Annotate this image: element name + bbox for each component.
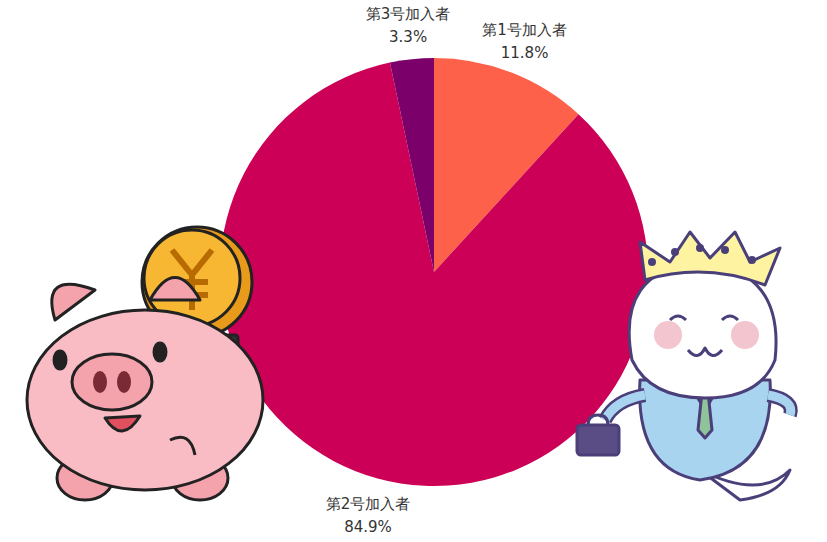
nostril (93, 371, 107, 393)
crown-dot (648, 258, 656, 266)
crown-dot (671, 248, 679, 256)
mascot (577, 232, 791, 500)
snout (72, 354, 152, 410)
cheek (654, 321, 682, 349)
crown-dot (748, 256, 756, 264)
cheek (731, 321, 759, 349)
eye (670, 316, 686, 320)
eye (154, 343, 166, 361)
mouth (688, 348, 722, 356)
arm-outline (605, 395, 645, 420)
pie (220, 58, 648, 486)
arm (170, 437, 195, 455)
eye (54, 351, 66, 369)
crown-dot (721, 246, 729, 254)
crown-dot (696, 244, 704, 252)
briefcase (577, 425, 619, 455)
mouth (105, 416, 140, 431)
ear (52, 284, 95, 320)
pie-slice (390, 58, 434, 272)
slice-value: 84.9% (344, 518, 392, 536)
arm-outline (768, 395, 791, 415)
crown (640, 232, 780, 285)
piggy-bank (27, 227, 263, 500)
pie-labels: 第1号加入者 11.8% 第2号加入者 84.9% 第3号加入者 3.3% (326, 5, 567, 536)
slice-value: 11.8% (501, 44, 549, 62)
arm (768, 395, 791, 415)
slice-label: 第3号加入者 (366, 5, 451, 23)
body (27, 310, 263, 490)
slice-value: 3.3% (389, 28, 427, 46)
nostril (117, 371, 131, 393)
chart: 第1号加入者 11.8% 第2号加入者 84.9% 第3号加入者 3.3% (0, 0, 827, 542)
slice-label: 第1号加入者 (482, 21, 567, 39)
ear (150, 278, 200, 301)
arm (605, 395, 645, 420)
eye (722, 316, 738, 320)
slice-label: 第2号加入者 (326, 495, 411, 513)
